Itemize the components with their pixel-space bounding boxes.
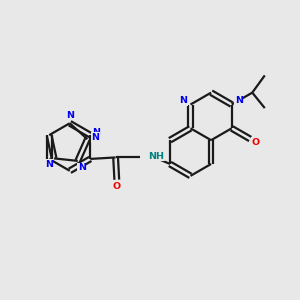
Text: N: N	[92, 128, 100, 137]
Text: N: N	[78, 163, 86, 172]
Text: N: N	[45, 160, 53, 169]
Text: O: O	[252, 138, 260, 147]
Text: N: N	[91, 133, 99, 142]
Text: O: O	[113, 182, 121, 191]
Text: NH: NH	[148, 152, 164, 161]
Text: N: N	[235, 96, 243, 105]
Text: N: N	[180, 96, 188, 105]
Text: N: N	[67, 111, 75, 120]
